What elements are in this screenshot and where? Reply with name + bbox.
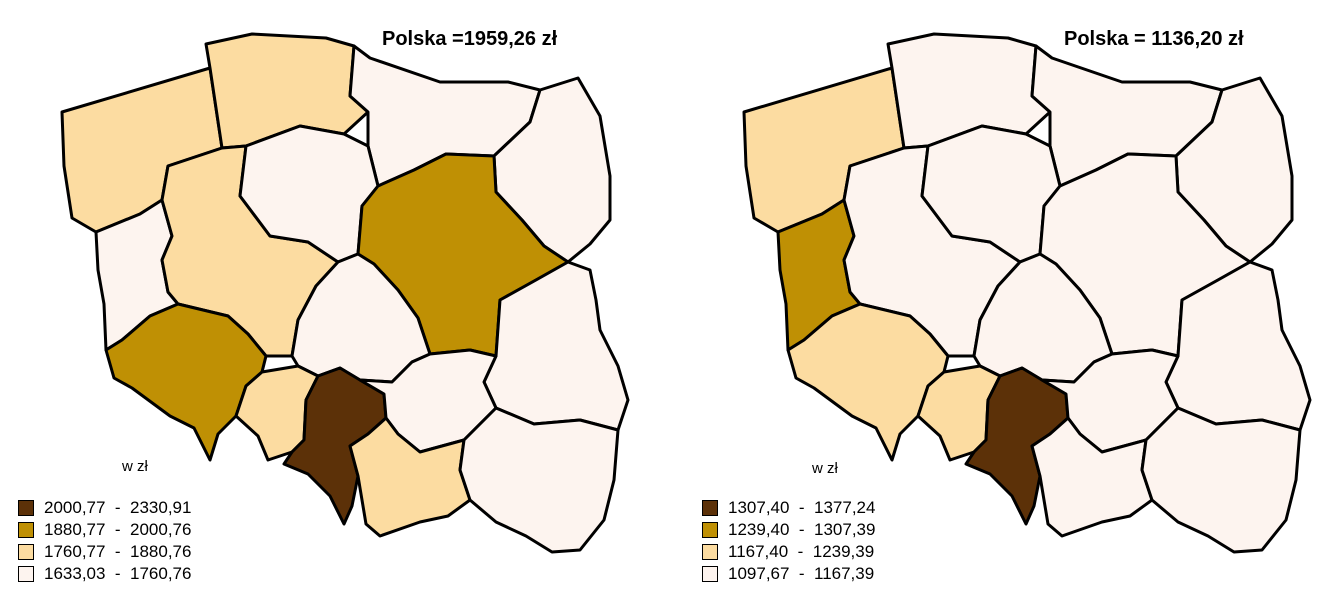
legend-row: 1633,03 - 1760,76	[18, 563, 191, 585]
legend-row: 1880,77 - 2000,76	[18, 519, 191, 541]
legend-label: 2000,77 - 2330,91	[44, 498, 192, 517]
map-title: Polska = 1136,20 zł	[1064, 28, 1244, 50]
map-title: Polska =1959,26 zł	[382, 28, 558, 50]
legend-label: 1239,40 - 1307,39	[728, 520, 876, 539]
legend-row: 2000,77 - 2330,91	[18, 497, 191, 519]
legend-row: 1760,77 - 1880,76	[18, 541, 191, 563]
legend-label: 1167,40 - 1239,39	[728, 542, 875, 561]
legend-swatch	[18, 522, 34, 538]
legend-label: 1633,03 - 1760,76	[44, 564, 192, 583]
legend-row: 1307,40 - 1377,24	[702, 497, 875, 519]
legend-row: 1167,40 - 1239,39	[702, 541, 875, 563]
legend-swatch	[18, 544, 34, 560]
legend-label: 1880,77 - 2000,76	[44, 520, 192, 539]
legend-row: 1097,67 - 1167,39	[702, 563, 875, 585]
legend-row: 1239,40 - 1307,39	[702, 519, 875, 541]
legend: 2000,77 - 2330,91 1880,77 - 2000,76 1760…	[18, 497, 191, 585]
map-panel-left: Polska =1959,26 zł w zł 2000,77 - 2330,9…	[18, 28, 630, 585]
region-podkarpackie	[458, 406, 620, 554]
map-panel-right: Polska = 1136,20 zł w zł 1307,40 - 1377,…	[666, 0, 1332, 610]
choropleth-map-left	[60, 32, 630, 554]
legend-swatch	[702, 566, 718, 582]
legend-label: 1307,40 - 1377,24	[728, 498, 876, 517]
legend-unit-label: w zł	[812, 460, 838, 477]
legend-label: 1097,67 - 1167,39	[728, 564, 875, 583]
legend: 1307,40 - 1377,24 1239,40 - 1307,39 1167…	[702, 497, 875, 585]
choropleth-map-right	[742, 32, 1312, 554]
legend-swatch	[18, 500, 34, 516]
legend-unit-label: w zł	[122, 458, 148, 475]
legend-swatch	[702, 500, 718, 516]
legend-swatch	[702, 522, 718, 538]
legend-swatch	[702, 544, 718, 560]
legend-label: 1760,77 - 1880,76	[44, 542, 192, 561]
region-podkarpackie	[1140, 406, 1302, 554]
legend-swatch	[18, 566, 34, 582]
